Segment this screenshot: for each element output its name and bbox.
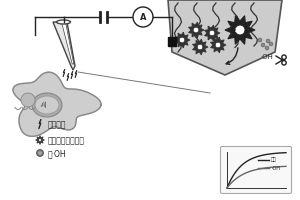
Circle shape — [209, 30, 215, 36]
Polygon shape — [13, 72, 101, 136]
Text: ：·OH: ：·OH — [48, 150, 67, 158]
Polygon shape — [193, 39, 208, 55]
Circle shape — [258, 38, 262, 42]
Text: ·OH: ·OH — [261, 54, 273, 60]
Circle shape — [133, 7, 153, 27]
Circle shape — [21, 93, 35, 107]
Text: ·OH: ·OH — [271, 166, 280, 170]
Polygon shape — [35, 136, 44, 144]
FancyBboxPatch shape — [168, 37, 176, 46]
Circle shape — [215, 42, 221, 48]
Polygon shape — [211, 37, 226, 53]
Ellipse shape — [56, 20, 70, 24]
Circle shape — [282, 55, 286, 59]
Ellipse shape — [35, 96, 59, 114]
FancyBboxPatch shape — [220, 146, 292, 194]
Text: ：帶正電的原葉綠: ：帶正電的原葉綠 — [48, 136, 85, 146]
Ellipse shape — [32, 93, 62, 117]
Polygon shape — [168, 0, 282, 75]
Text: 空白: 空白 — [271, 158, 277, 162]
Text: Zn²⁺: Zn²⁺ — [234, 27, 246, 32]
Polygon shape — [225, 16, 255, 44]
Polygon shape — [205, 25, 220, 41]
Circle shape — [39, 139, 41, 141]
Text: A: A — [140, 12, 146, 21]
Polygon shape — [188, 22, 204, 38]
Circle shape — [37, 150, 44, 156]
Circle shape — [265, 46, 269, 50]
Circle shape — [235, 25, 245, 35]
Text: ：半胱胺: ：半胱胺 — [48, 120, 67, 130]
Circle shape — [38, 151, 42, 155]
Polygon shape — [61, 22, 74, 64]
FancyArrowPatch shape — [226, 48, 238, 64]
Polygon shape — [53, 22, 75, 70]
Circle shape — [197, 44, 203, 50]
Circle shape — [282, 61, 286, 65]
Circle shape — [193, 27, 199, 33]
Circle shape — [266, 39, 270, 43]
Circle shape — [269, 42, 273, 46]
Circle shape — [261, 43, 265, 47]
Polygon shape — [175, 32, 190, 48]
Circle shape — [179, 37, 185, 43]
